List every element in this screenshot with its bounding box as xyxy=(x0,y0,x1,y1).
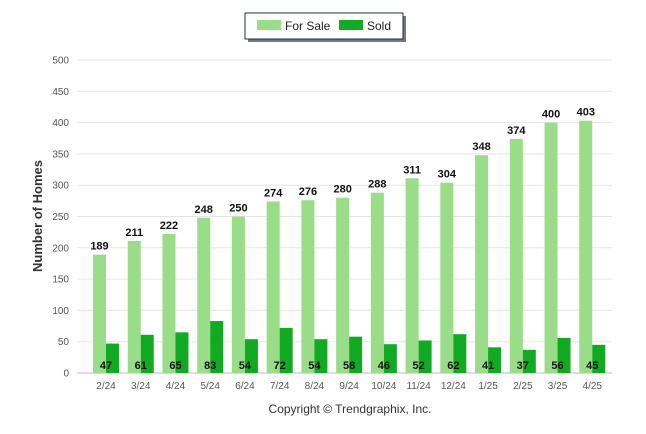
bar-for-sale xyxy=(336,197,350,373)
x-tick-label: 10/24 xyxy=(371,381,396,392)
x-tick-label: 8/24 xyxy=(305,381,325,392)
y-tick-label: 350 xyxy=(52,149,69,160)
x-tick-label: 11/24 xyxy=(406,381,431,392)
data-label-sold: 54 xyxy=(308,360,321,372)
bar-for-sale xyxy=(301,200,315,373)
bar-sold xyxy=(418,340,432,373)
data-label-sold: 83 xyxy=(204,360,216,372)
data-label-sold: 41 xyxy=(482,360,494,372)
data-label-for-sale: 288 xyxy=(368,179,386,191)
data-label-sold: 72 xyxy=(274,360,286,372)
bar-sold xyxy=(557,337,571,373)
bar-sold xyxy=(522,349,536,373)
data-label-sold: 37 xyxy=(517,360,529,372)
bar-sold xyxy=(210,321,224,373)
data-label-sold: 45 xyxy=(586,360,598,372)
data-label-for-sale: 248 xyxy=(195,204,213,216)
x-tick-label: 5/24 xyxy=(200,381,220,392)
bar-for-sale xyxy=(127,240,141,373)
data-label-sold: 58 xyxy=(343,360,355,372)
bars: 189 47 211 61 222 65 248 83 250 54 274 72 276 54 280 58… xyxy=(90,107,606,373)
bar-for-sale xyxy=(405,178,419,373)
legend[interactable]: For Sale Sold xyxy=(244,12,406,42)
y-axis-ticks: 0 50 100 150 200 250 300 350 400 450 500 xyxy=(52,56,69,380)
y-tick-label: 450 xyxy=(52,87,69,98)
y-tick-label: 500 xyxy=(52,56,69,67)
bar-for-sale xyxy=(579,120,593,373)
bar-sold xyxy=(106,343,119,373)
legend-label-for-sale[interactable]: For Sale xyxy=(285,19,331,33)
y-tick-label: 50 xyxy=(58,337,70,348)
x-tick-label: 4/24 xyxy=(166,381,186,392)
x-tick-label: 3/25 xyxy=(548,381,568,392)
y-tick-label: 100 xyxy=(52,306,69,317)
x-tick-label: 1/25 xyxy=(478,381,498,392)
data-label-for-sale: 348 xyxy=(472,141,490,153)
bar-for-sale xyxy=(231,216,245,373)
bar-for-sale xyxy=(509,138,523,373)
x-tick-label: 7/24 xyxy=(270,381,290,392)
bar-sold xyxy=(488,347,502,373)
bar-sold xyxy=(453,334,467,373)
bar-sold xyxy=(314,339,328,373)
y-tick-label: 150 xyxy=(52,275,69,286)
data-label-for-sale: 280 xyxy=(333,184,351,196)
bar-sold xyxy=(349,336,363,373)
data-label-sold: 61 xyxy=(135,360,147,372)
y-tick-label: 250 xyxy=(52,212,69,223)
data-label-sold: 62 xyxy=(447,360,459,372)
legend-swatch-for-sale xyxy=(257,20,281,30)
data-label-sold: 65 xyxy=(169,360,181,372)
x-axis-ticks: 2/24 3/24 4/24 5/24 6/24 7/24 8/24 9/24 10/24 11/… xyxy=(96,381,602,392)
bar-for-sale xyxy=(544,122,558,373)
bar-sold xyxy=(140,334,154,373)
bar-sold xyxy=(383,344,397,373)
data-label-sold: 56 xyxy=(551,360,563,372)
bar-sold xyxy=(175,332,189,373)
data-label-for-sale: 304 xyxy=(438,169,457,181)
legend-swatch-sold xyxy=(339,20,363,30)
x-tick-label: 3/24 xyxy=(131,381,151,392)
bar-for-sale xyxy=(162,234,176,373)
data-label-for-sale: 211 xyxy=(125,227,143,239)
bar-for-sale xyxy=(197,217,211,373)
bar-for-sale xyxy=(266,201,280,373)
data-label-sold: 52 xyxy=(412,360,424,372)
x-tick-label: 12/24 xyxy=(441,381,466,392)
bar-for-sale xyxy=(93,254,106,373)
x-tick-label: 2/25 xyxy=(513,381,533,392)
data-label-for-sale: 400 xyxy=(542,109,560,121)
y-tick-label: 300 xyxy=(52,181,69,192)
copyright-text: Copyright © Trendgraphix, Inc. xyxy=(269,402,432,416)
data-label-for-sale: 311 xyxy=(403,164,421,176)
y-axis-label: Number of Homes xyxy=(30,160,45,272)
bar-sold xyxy=(244,339,258,373)
data-label-sold: 47 xyxy=(100,360,112,372)
bar-for-sale xyxy=(440,182,454,373)
data-label-for-sale: 374 xyxy=(507,125,526,137)
x-tick-label: 9/24 xyxy=(339,381,359,392)
y-tick-label: 400 xyxy=(52,118,69,129)
bar-for-sale xyxy=(475,155,489,373)
bar-sold xyxy=(592,344,606,373)
bar-sold xyxy=(279,327,293,373)
legend-label-sold[interactable]: Sold xyxy=(367,19,391,33)
data-label-for-sale: 276 xyxy=(299,186,317,198)
data-label-for-sale: 403 xyxy=(577,107,595,119)
data-label-for-sale: 189 xyxy=(90,241,108,253)
x-tick-label: 2/24 xyxy=(96,381,116,392)
data-label-for-sale: 222 xyxy=(160,220,178,232)
y-tick-label: 200 xyxy=(52,243,69,254)
data-label-for-sale: 250 xyxy=(229,203,247,215)
bar-for-sale xyxy=(370,192,384,373)
x-tick-label: 4/25 xyxy=(583,381,603,392)
y-tick-label: 0 xyxy=(63,369,69,380)
data-label-sold: 54 xyxy=(239,360,252,372)
data-label-sold: 46 xyxy=(378,360,390,372)
data-label-for-sale: 274 xyxy=(264,187,283,199)
x-tick-label: 6/24 xyxy=(235,381,255,392)
